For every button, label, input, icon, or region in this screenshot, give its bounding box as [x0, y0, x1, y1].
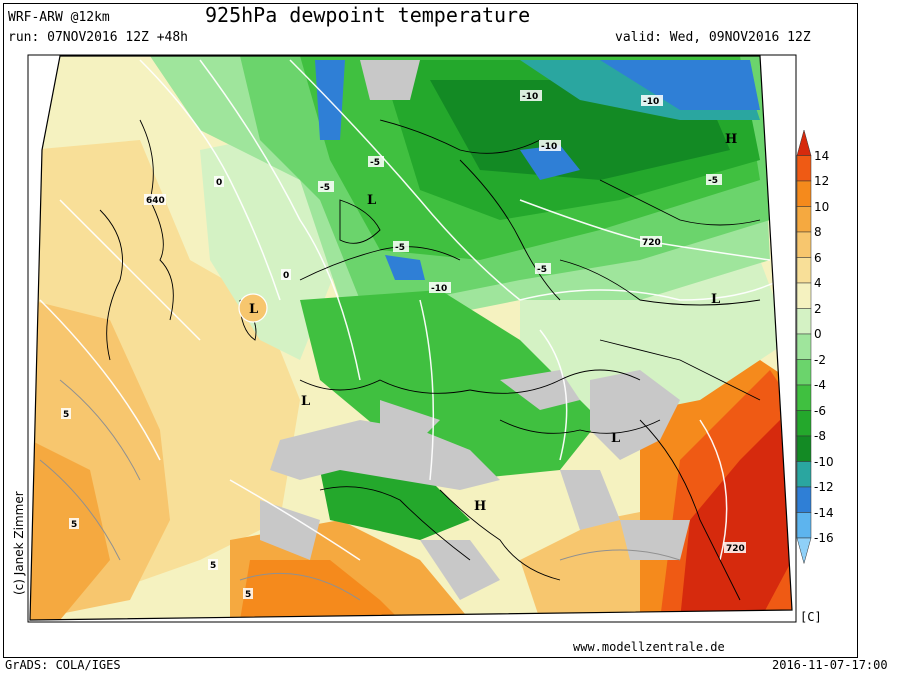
- contour-label-bg: [368, 156, 384, 167]
- map-title: 925hPa dewpoint temperature: [205, 3, 531, 27]
- colorbar-swatch: [796, 180, 812, 207]
- colorbar-tick-label: 4: [814, 276, 822, 290]
- contour-label-bg: [640, 236, 662, 247]
- contour-label-bg: [706, 174, 722, 185]
- low-pressure-marker: L: [367, 193, 376, 208]
- contour-label-bg: [281, 269, 291, 280]
- colorbar-unit: [C]: [800, 610, 822, 624]
- low-pressure-marker: L: [249, 302, 258, 317]
- colorbar-swatch: [796, 282, 812, 309]
- pressure-centers: H H L L L L L: [238, 132, 737, 514]
- valid-time: valid: Wed, 09NOV2016 12Z: [615, 30, 811, 45]
- contour-label: -10: [643, 97, 659, 107]
- software-credit: GrADS: COLA/IGES: [5, 658, 121, 672]
- model-name: WRF-ARW @12km: [8, 10, 110, 25]
- run-time: run: 07NOV2016 12Z +48h: [8, 30, 189, 45]
- colorbar-swatch: [796, 129, 812, 156]
- contour-label: 5: [71, 520, 77, 530]
- dewpoint-contours: [39, 379, 681, 601]
- colorbar-swatch: [796, 384, 812, 411]
- contour-label-bg: [318, 181, 334, 192]
- contour-label-bg: [535, 263, 551, 274]
- colorbar-swatch: [796, 257, 812, 284]
- contour-label: -10: [541, 142, 557, 152]
- contour-label: -5: [708, 176, 718, 186]
- colorbar-swatch: [796, 410, 812, 437]
- contour-label-bg: [243, 588, 253, 599]
- geopotential-contours: [39, 59, 781, 561]
- contour-label-bg: [724, 542, 746, 553]
- colorbar-tick-label: -12: [814, 480, 834, 494]
- contour-label: -10: [431, 284, 447, 294]
- contour-label-bg: [144, 194, 166, 205]
- low-pressure-marker: L: [301, 394, 310, 409]
- colorbar-tick-label: -8: [814, 429, 826, 443]
- colorbar-swatch: [796, 512, 812, 539]
- domain-border: [29, 55, 793, 621]
- figure-frame: [3, 3, 858, 658]
- colorbar-swatch: [796, 359, 812, 386]
- colorbar-tick-label: 6: [814, 250, 822, 265]
- contour-label: 720: [726, 544, 745, 554]
- contour-label: -10: [522, 92, 538, 102]
- colorbar-tick-label: -2: [814, 352, 826, 367]
- colorbar-swatch: [796, 486, 812, 513]
- coastlines: [99, 119, 761, 601]
- contour-label-bg: [61, 408, 71, 419]
- contour-label-bg: [539, 140, 561, 151]
- contour-label: -5: [395, 243, 405, 253]
- colorbar-tick-label: -10: [814, 454, 834, 469]
- creation-timestamp: 2016-11-07-17:00: [772, 658, 888, 672]
- contour-label-bg: [520, 90, 542, 101]
- contour-label: 5: [63, 410, 69, 420]
- colorbar-tick-label: 2: [814, 301, 822, 316]
- colorbar-swatch: [796, 231, 812, 258]
- colorbar-tick-label: 0: [814, 327, 822, 341]
- colorbar-swatch: [796, 537, 812, 565]
- contour-label-bg: [69, 518, 79, 529]
- contour-label-bg: [429, 282, 451, 293]
- colorbar-swatch: [796, 435, 812, 462]
- colorbar-swatch: [796, 155, 812, 182]
- colorbar-tick-label: -6: [814, 403, 826, 418]
- website-credit: www.modellzentrale.de: [573, 640, 725, 654]
- contour-label: 640: [146, 196, 165, 206]
- contour-label: -5: [537, 265, 547, 275]
- high-pressure-marker: H: [474, 499, 486, 514]
- colorbar-swatch: [796, 206, 812, 233]
- contour-label: -5: [320, 183, 330, 193]
- contour-label: 720: [642, 238, 661, 248]
- contour-label: 5: [210, 561, 216, 571]
- contour-label-bg: [393, 241, 409, 252]
- colorbar-tick-label: 10: [814, 199, 830, 214]
- contour-label-bg: [208, 559, 218, 570]
- contour-label-bg: [641, 95, 663, 106]
- contour-label: 0: [216, 178, 222, 188]
- contour-labels: 640 720 720 -5 -5 -5 -5 -5 -10 -10 -10 -10 0 0 5 5 5 5: [61, 90, 746, 600]
- colorbar-swatch: [796, 461, 812, 488]
- colorbar-swatch: [796, 308, 812, 335]
- contour-label: 0: [283, 271, 289, 281]
- author-credit: (c) Janek Zimmer: [12, 491, 26, 595]
- contour-label-bg: [214, 176, 224, 187]
- colorbar-tick-label: 14: [814, 148, 830, 163]
- colorbar-tick-label: -4: [814, 378, 826, 392]
- low-pressure-marker: L: [711, 292, 720, 307]
- contour-label: 5: [245, 590, 251, 600]
- low-pressure-marker: L: [611, 431, 620, 446]
- contour-label: -5: [370, 158, 380, 168]
- colorbar-tick-label: -14: [814, 505, 834, 520]
- low-center-ring: [238, 293, 268, 323]
- colorbar-tick-label: 12: [814, 174, 830, 188]
- colorbar-swatch: [796, 333, 812, 360]
- colorbar-tick-label: 8: [814, 225, 822, 239]
- high-pressure-marker: H: [725, 132, 737, 147]
- colorbar: [796, 129, 812, 565]
- colorbar-tick-label: -16: [814, 531, 834, 545]
